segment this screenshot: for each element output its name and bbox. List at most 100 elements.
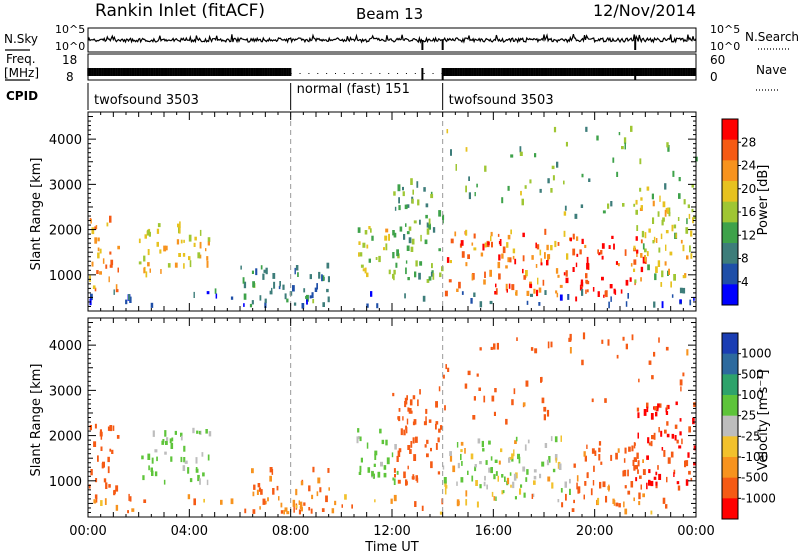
range-cell (399, 226, 403, 232)
range-cell (650, 440, 653, 447)
range-cell (166, 437, 169, 441)
range-cell (480, 252, 484, 257)
range-cell (637, 412, 640, 419)
range-cell (164, 430, 167, 437)
range-cell (116, 435, 120, 439)
range-cell (425, 203, 429, 208)
range-cell (300, 507, 303, 512)
range-cell (424, 239, 428, 245)
range-cell (607, 339, 610, 346)
range-cell (442, 214, 445, 220)
range-cell (686, 218, 688, 225)
range-cell (603, 294, 605, 298)
range-cell (633, 259, 637, 265)
range-cell (630, 481, 634, 488)
freq-dot (317, 73, 319, 74)
range-cell (540, 377, 542, 383)
range-cell (97, 252, 100, 259)
range-cell (501, 474, 504, 478)
range-cell (690, 253, 693, 259)
range-cell (100, 446, 103, 451)
range-cell (507, 234, 511, 240)
range-cell (519, 151, 523, 156)
range-cell (396, 470, 399, 475)
range-cell (403, 471, 406, 479)
range-cell (256, 489, 259, 495)
range-cell (471, 475, 474, 482)
range-cell (533, 469, 537, 473)
range-cell (673, 274, 676, 281)
range-cell (105, 482, 108, 489)
range-cell (655, 238, 658, 243)
colorbar-swatch (722, 243, 738, 265)
range-cell (439, 272, 442, 278)
y-tick-label: 2000 (49, 430, 82, 445)
range-cell (495, 283, 497, 288)
range-cell (583, 451, 586, 457)
range-cell (242, 277, 245, 284)
range-cell (95, 478, 98, 483)
range-cell (94, 494, 98, 499)
freq-dot (343, 73, 345, 74)
freq-dot (308, 73, 310, 74)
freq-trace (87, 68, 696, 80)
range-cell (108, 484, 111, 488)
range-cell (543, 414, 546, 421)
range-cell (640, 205, 643, 210)
range-cell (470, 298, 473, 304)
range-cell (541, 376, 543, 382)
range-cell (513, 449, 515, 457)
range-cell (366, 303, 369, 308)
range-cell (298, 500, 300, 505)
range-cell (303, 288, 306, 293)
range-cell (544, 290, 547, 295)
colorbar-swatch (722, 436, 738, 458)
range-cell (550, 341, 553, 348)
range-cell (676, 481, 680, 485)
range-cell (465, 229, 468, 236)
colorbar-tick-label: 4 (741, 275, 749, 289)
range-cell (592, 480, 595, 486)
range-cell (655, 471, 658, 476)
range-cell (430, 447, 432, 452)
range-cell (396, 249, 399, 257)
range-cell (526, 290, 530, 296)
range-cell (514, 496, 517, 500)
range-cell (94, 226, 97, 230)
range-cell (646, 402, 649, 409)
range-cell (664, 429, 667, 434)
range-cell (306, 299, 308, 305)
range-cell (508, 457, 511, 463)
range-cell (490, 467, 493, 474)
range-cell (195, 468, 199, 473)
range-cell (308, 507, 311, 511)
range-cell (665, 504, 668, 509)
range-cell (685, 227, 689, 234)
freq-dot (361, 73, 363, 74)
range-cell (294, 267, 296, 275)
range-cell (607, 203, 610, 209)
range-cell (648, 469, 651, 474)
range-cell (129, 496, 132, 502)
range-cell (497, 475, 499, 482)
range-cell (622, 203, 625, 207)
range-cell (309, 295, 312, 299)
range-cell (128, 493, 130, 501)
range-cell (664, 261, 667, 266)
range-cell (675, 233, 677, 239)
range-cell (580, 279, 584, 287)
range-cell (152, 430, 155, 437)
range-cell (450, 149, 452, 156)
range-cell (620, 289, 623, 294)
range-cell (189, 260, 192, 268)
range-cell (593, 465, 595, 472)
range-cell (482, 448, 485, 452)
range-cell (600, 461, 603, 465)
range-cell (655, 481, 658, 486)
range-cell (576, 482, 578, 490)
range-cell (147, 262, 150, 267)
range-cell (424, 444, 427, 448)
range-cell (426, 453, 429, 458)
range-cell (461, 461, 463, 466)
range-cell (408, 408, 412, 414)
